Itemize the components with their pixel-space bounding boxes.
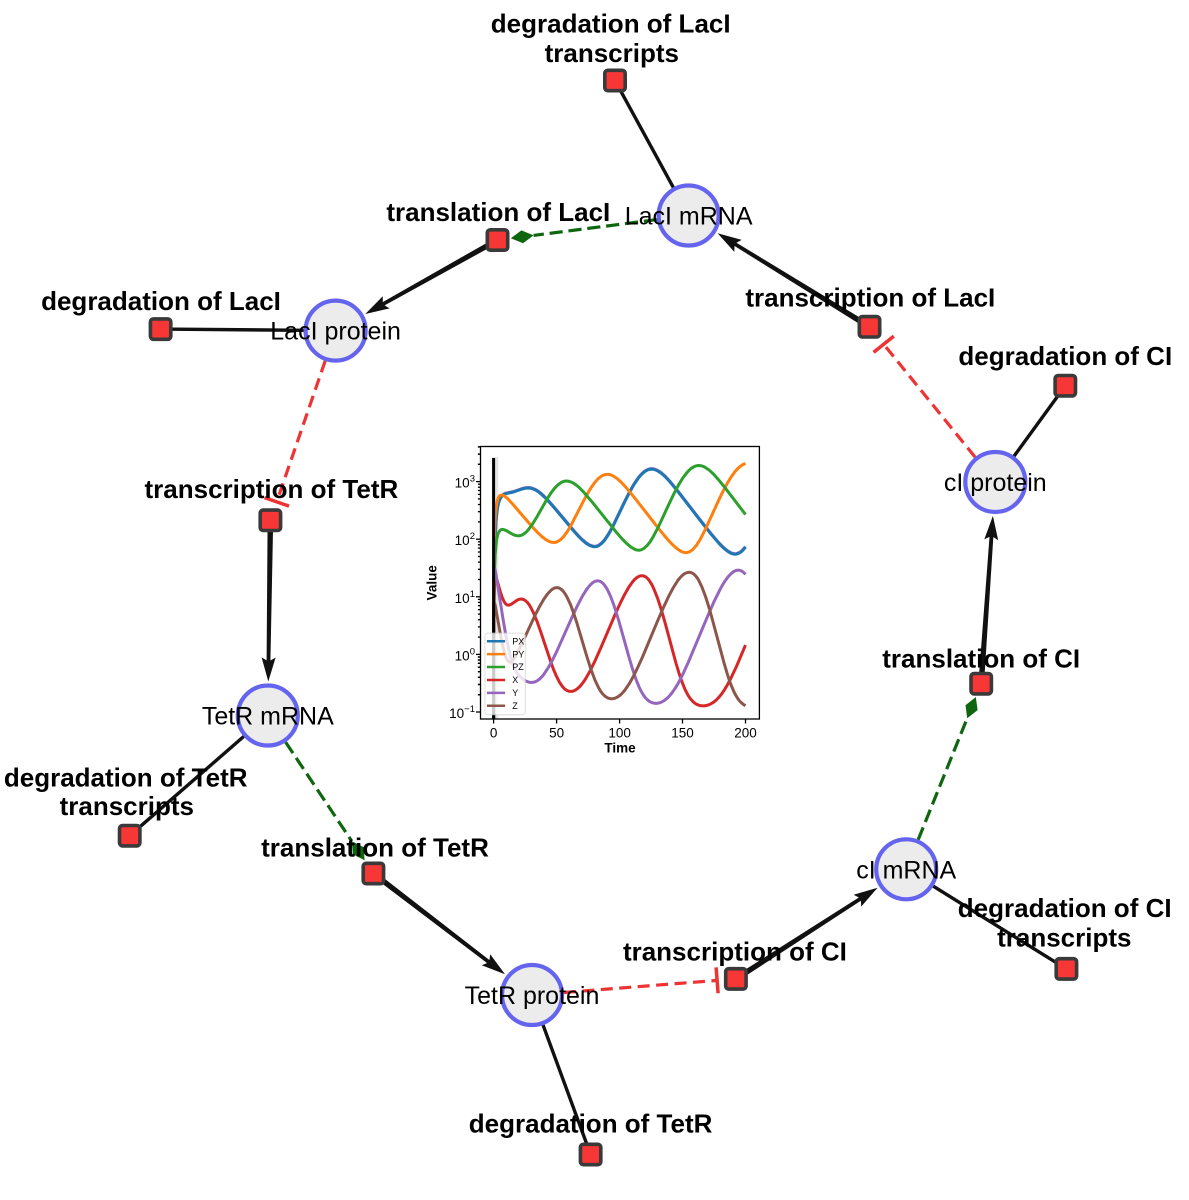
svg-text:translation of TetR: translation of TetR [261,832,489,862]
svg-text:TetR mRNA: TetR mRNA [202,703,334,731]
svg-text:Time: Time [604,741,636,756]
svg-text:Value: Value [425,565,440,601]
svg-text:transcripts: transcripts [545,38,679,68]
svg-text:degradation of TetR: degradation of TetR [469,1108,713,1138]
svg-text:Y: Y [512,688,518,698]
svg-text:cI mRNA: cI mRNA [856,856,956,884]
svg-text:degradation of LacI: degradation of LacI [41,286,281,316]
svg-text:PY: PY [512,649,524,659]
svg-text:transcripts: transcripts [997,923,1131,953]
svg-text:150: 150 [671,726,694,741]
svg-text:LacI mRNA: LacI mRNA [625,203,753,231]
svg-text:degradation of LacI: degradation of LacI [491,9,731,39]
svg-text:200: 200 [734,726,757,741]
svg-text:PZ: PZ [512,662,524,672]
svg-text:50: 50 [549,726,564,741]
svg-text:transcripts: transcripts [60,791,194,821]
svg-text:100: 100 [608,726,631,741]
svg-text:translation of LacI: translation of LacI [386,197,610,227]
svg-text:degradation of TetR: degradation of TetR [4,763,248,793]
svg-text:0: 0 [490,726,498,741]
svg-text:X: X [512,675,518,685]
svg-text:transcription of CI: transcription of CI [623,937,847,967]
svg-text:transcription of LacI: transcription of LacI [745,282,995,312]
svg-text:TetR protein: TetR protein [465,982,600,1010]
svg-text:PX: PX [512,636,524,646]
svg-text:LacI protein: LacI protein [270,318,401,346]
svg-text:cI protein: cI protein [944,469,1047,497]
svg-text:degradation of CI: degradation of CI [958,341,1172,371]
svg-text:Z: Z [512,701,518,711]
svg-text:degradation of CI: degradation of CI [958,893,1172,923]
svg-text:transcription of TetR: transcription of TetR [145,474,399,504]
svg-text:translation of CI: translation of CI [882,644,1080,674]
